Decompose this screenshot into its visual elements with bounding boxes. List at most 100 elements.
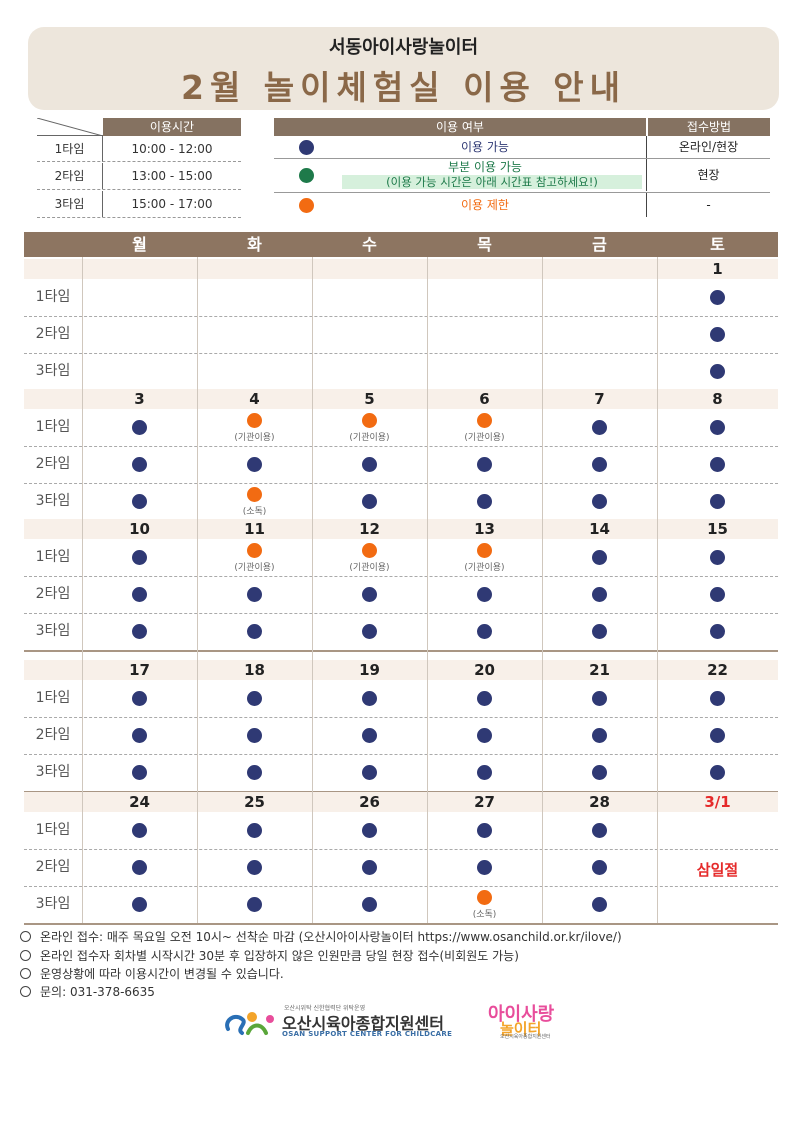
- legend-header-status: 이용 여부: [274, 118, 646, 136]
- available-dot-icon: [362, 860, 377, 875]
- date-number: 11: [244, 520, 265, 538]
- date-number: [542, 259, 657, 279]
- column-divider: [312, 257, 313, 923]
- restricted-dot-icon: [477, 890, 492, 905]
- available-dot-icon: [592, 457, 607, 472]
- available-dot-icon: [710, 550, 725, 565]
- restricted-dot-icon: [362, 543, 377, 558]
- time-slot-label: 3타임: [35, 623, 71, 639]
- legend-method: 온라인/현장: [646, 136, 770, 158]
- available-dot-icon: [362, 823, 377, 838]
- slot-divider: [24, 754, 778, 755]
- available-dot-icon: [710, 327, 725, 342]
- date-number: 26: [359, 793, 380, 811]
- center-name: 오산시육아종합지원센터: [282, 1014, 444, 1033]
- date-number: 1: [712, 260, 723, 278]
- date-number: 3/1: [704, 793, 731, 811]
- note-item: 문의: 031-378-6635: [20, 983, 155, 1001]
- time-label: 1타임: [37, 136, 103, 162]
- date-number: 24: [129, 793, 150, 811]
- playground-logo: 아이사랑 놀이터 오산시육아종합지원센터: [488, 1000, 588, 1042]
- available-dot-icon: [362, 457, 377, 472]
- week-date-row: [24, 660, 778, 680]
- restriction-note: (기관이용): [464, 563, 505, 573]
- available-dot-icon: [299, 140, 314, 155]
- available-dot-icon: [477, 494, 492, 509]
- available-dot-icon: [132, 823, 147, 838]
- available-dot-icon: [710, 290, 725, 305]
- restriction-note: (소독): [242, 507, 267, 517]
- restriction-note: (기관이용): [349, 433, 390, 443]
- slot-divider: [24, 483, 778, 484]
- date-number: 3: [134, 390, 145, 408]
- available-dot-icon: [710, 420, 725, 435]
- time-slot-label: 3타임: [35, 363, 71, 379]
- available-dot-icon: [592, 691, 607, 706]
- available-dot-icon: [247, 691, 262, 706]
- slot-divider: [24, 886, 778, 887]
- available-dot-icon: [132, 494, 147, 509]
- date-number: 27: [474, 793, 495, 811]
- time-slot-label: 1타임: [35, 549, 71, 565]
- slot-divider: [24, 717, 778, 718]
- day-header-3: 목: [427, 232, 542, 257]
- time-value: 10:00 - 12:00: [131, 142, 213, 156]
- available-dot-icon: [592, 897, 607, 912]
- column-divider: [197, 257, 198, 923]
- note-text: 운영상황에 따라 이용시간이 변경될 수 있습니다.: [40, 967, 284, 981]
- available-dot-icon: [477, 728, 492, 743]
- time-table-corner: [37, 118, 103, 136]
- holiday-label: 삼일절: [696, 861, 739, 879]
- date-number: 18: [244, 661, 265, 679]
- available-dot-icon: [362, 897, 377, 912]
- time-slot-label: 1타임: [35, 822, 71, 838]
- available-dot-icon: [362, 494, 377, 509]
- date-number: 4: [249, 390, 260, 408]
- restricted-dot-icon: [247, 543, 262, 558]
- divider: [274, 192, 770, 193]
- available-dot-icon: [132, 624, 147, 639]
- legend-method: 현장: [646, 159, 770, 191]
- time-row-3: 3타임 15:00 - 17:00: [37, 191, 241, 217]
- divider: [37, 217, 241, 218]
- available-dot-icon: [247, 897, 262, 912]
- available-dot-icon: [247, 587, 262, 602]
- divider: [37, 189, 241, 190]
- date-number: 22: [707, 661, 728, 679]
- circle-bullet-icon: [20, 950, 31, 961]
- column-divider: [657, 257, 658, 923]
- available-dot-icon: [362, 587, 377, 602]
- time-slot-label: 2타임: [35, 586, 71, 602]
- legend-text: 이용 가능: [461, 140, 509, 154]
- available-dot-icon: [362, 728, 377, 743]
- restricted-dot-icon: [299, 198, 314, 213]
- date-number: [427, 259, 542, 279]
- date-number: [197, 259, 312, 279]
- available-dot-icon: [247, 457, 262, 472]
- time-row-1: 1타임 10:00 - 12:00: [37, 136, 241, 162]
- column-divider: [82, 257, 83, 923]
- date-number: 19: [359, 661, 380, 679]
- date-number: 28: [589, 793, 610, 811]
- date-number: 13: [474, 520, 495, 538]
- available-dot-icon: [710, 587, 725, 602]
- day-header-1: 화: [197, 232, 312, 257]
- time-table-header: 이용시간: [103, 118, 241, 136]
- column-divider: [427, 257, 428, 923]
- restricted-dot-icon: [477, 543, 492, 558]
- legend-row-partial: 부분 이용 가능 (이용 가능 시간은 아래 시간표 참고하세요!) 현장: [274, 159, 770, 191]
- osan-childcare-center-logo: 오산시위탁 신한협력단 위탁운영 오산시육아종합지원센터 OSAN SUPPOR…: [222, 1003, 472, 1043]
- restriction-note: (기관이용): [234, 433, 275, 443]
- available-dot-icon: [477, 765, 492, 780]
- divider: [274, 158, 770, 159]
- available-dot-icon: [132, 728, 147, 743]
- available-dot-icon: [592, 860, 607, 875]
- time-value: 13:00 - 15:00: [131, 169, 213, 183]
- note-text: 온라인 접수: 매주 목요일 오전 10시~ 선착순 마감 (오산시아이사랑놀이…: [40, 930, 622, 944]
- time-label: 3타임: [37, 191, 103, 217]
- restriction-note: (기관이용): [464, 433, 505, 443]
- note-item: 온라인 접수자 회차별 시작시간 30분 후 입장하지 않은 인원만큼 당일 현…: [20, 947, 519, 965]
- week-date-row: [24, 389, 778, 409]
- slot-divider: [24, 576, 778, 577]
- available-dot-icon: [592, 550, 607, 565]
